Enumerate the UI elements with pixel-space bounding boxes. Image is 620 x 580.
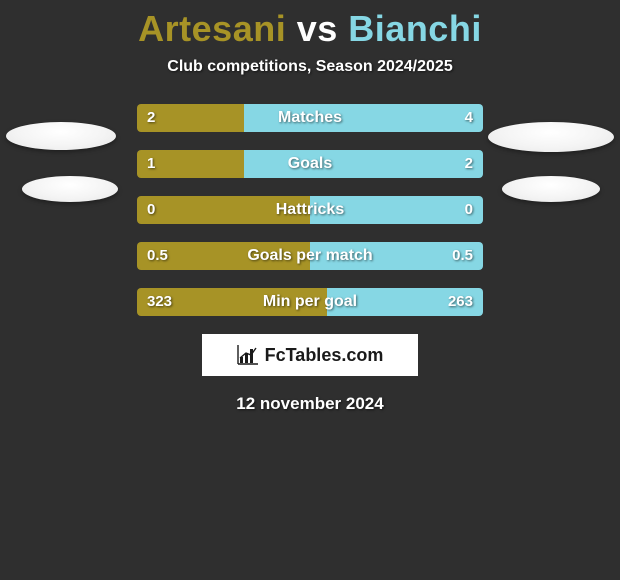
bar-left xyxy=(137,242,310,270)
bar-left xyxy=(137,288,327,316)
title-vs: vs xyxy=(297,8,338,49)
footer-logo-text: FcTables.com xyxy=(265,345,384,366)
stat-row: 00Hattricks xyxy=(137,196,483,224)
bar-right xyxy=(310,196,483,224)
title-player1: Artesani xyxy=(138,8,286,49)
bar-right xyxy=(244,104,483,132)
stat-row: 323263Min per goal xyxy=(137,288,483,316)
stat-row: 24Matches xyxy=(137,104,483,132)
team-right-logo-placeholder xyxy=(488,122,614,152)
team-left-logo-placeholder xyxy=(6,122,116,150)
bar-right xyxy=(327,288,483,316)
team-right-logo-placeholder-small xyxy=(502,176,600,202)
stat-row: 0.50.5Goals per match xyxy=(137,242,483,270)
team-left-logo-placeholder-small xyxy=(22,176,118,202)
bar-left xyxy=(137,150,244,178)
footer-date: 12 november 2024 xyxy=(0,394,620,414)
page-title: Artesani vs Bianchi xyxy=(0,0,620,50)
bar-right xyxy=(310,242,483,270)
bar-chart-icon xyxy=(237,345,259,365)
bar-left xyxy=(137,104,244,132)
subtitle: Club competitions, Season 2024/2025 xyxy=(0,58,620,76)
stat-row: 12Goals xyxy=(137,150,483,178)
title-player2: Bianchi xyxy=(348,8,482,49)
bar-right xyxy=(244,150,483,178)
bar-left xyxy=(137,196,310,224)
footer-logo: FcTables.com xyxy=(202,334,418,376)
